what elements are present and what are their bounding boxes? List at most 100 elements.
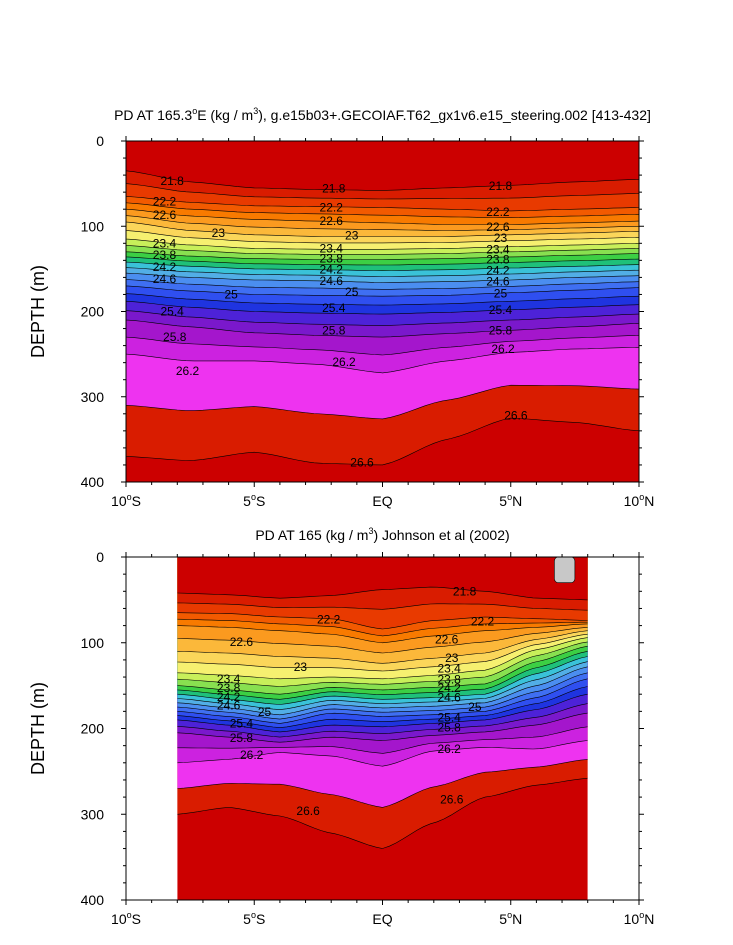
- contour-label: 26.2: [438, 742, 462, 756]
- contour-line: [126, 256, 639, 266]
- contour-line: [177, 666, 588, 716]
- contour-label: 23.8: [217, 681, 241, 695]
- contour-label: 26.2: [240, 748, 264, 762]
- contour-label: 24.6: [217, 698, 241, 712]
- contour-line: [126, 230, 639, 244]
- density-band: [126, 141, 639, 191]
- contour-line: [126, 279, 639, 290]
- contour-line: [126, 310, 639, 326]
- chart-title: PD AT 165.3oE (kg / m3), g.e15b03+.GECOI…: [114, 106, 651, 123]
- contour-line: [177, 759, 588, 808]
- y-tick-label: 0: [96, 549, 104, 565]
- contour-line: [177, 777, 588, 849]
- contour-label: 23: [212, 226, 226, 240]
- contour-label: 25.4: [489, 303, 513, 317]
- contour-label: 24.6: [153, 272, 177, 286]
- contour-label: 23.4: [320, 241, 344, 255]
- contour-line: [177, 661, 588, 710]
- contour-line: [126, 272, 639, 283]
- contour-label: 22.6: [230, 635, 254, 649]
- contour-line: [126, 196, 639, 212]
- contour-label: 23.4: [486, 242, 510, 256]
- contour-field: 21.822.222.62323.423.824.224.62525.425.8…: [126, 141, 639, 482]
- contour-label: 25.8: [163, 330, 187, 344]
- y-tick-label: 200: [81, 304, 105, 320]
- contour-label: 22.6: [320, 214, 344, 228]
- y-tick-label: 400: [81, 474, 105, 490]
- y-tick-label: 400: [81, 892, 105, 908]
- contour-label: 24.6: [438, 691, 462, 705]
- contour-label: 25: [345, 285, 359, 299]
- contour-label: 22.2: [153, 195, 177, 209]
- y-tick-label: 100: [81, 218, 105, 234]
- contour-line: [177, 630, 588, 664]
- contour-label: 23.8: [153, 248, 177, 262]
- contour-line: [177, 678, 588, 724]
- contour-line: [126, 202, 639, 219]
- contour-line: [177, 693, 588, 733]
- top-contour-panel: 21.822.222.62323.423.824.224.62525.425.8…: [28, 106, 654, 509]
- contour-label: 23.4: [438, 661, 462, 675]
- contour-line: [126, 285, 639, 297]
- y-tick-label: 100: [81, 635, 105, 651]
- contour-line: [177, 586, 588, 601]
- contour-line: [177, 633, 588, 672]
- contour-line: [126, 183, 639, 200]
- contour-line: [177, 637, 588, 680]
- contour-line: [177, 612, 588, 630]
- x-tick-label: 5oS: [243, 910, 265, 927]
- x-tick-label: 10oN: [624, 910, 655, 927]
- x-tick-label: 5oS: [243, 492, 265, 509]
- contour-line: [126, 170, 639, 191]
- y-axis-label: DEPTH (m): [28, 682, 48, 775]
- contour-line: [177, 740, 588, 767]
- contour-label: 25.8: [489, 323, 513, 337]
- contour-label: 26.6: [504, 409, 528, 423]
- contour-line: [126, 261, 639, 271]
- contour-label: 25.4: [160, 305, 184, 319]
- contour-label: 26.2: [332, 355, 356, 369]
- contour-line: [126, 215, 639, 231]
- contour-label: 25.8: [438, 721, 462, 735]
- contour-label: 22.6: [486, 220, 510, 234]
- contour-line: [177, 623, 588, 644]
- contour-line: [126, 347, 639, 374]
- contour-line: [126, 267, 639, 277]
- contour-line: [177, 686, 588, 728]
- missing-data-patch: [554, 557, 576, 584]
- contour-label: 21.8: [489, 179, 513, 193]
- y-tick-label: 0: [96, 133, 104, 149]
- contour-label: 24.2: [320, 263, 344, 277]
- contour-line: [177, 627, 588, 654]
- contour-label: 23.8: [486, 252, 510, 266]
- contour-line: [177, 618, 588, 637]
- contour-line: [177, 641, 588, 687]
- contour-line: [126, 245, 639, 255]
- contour-label: 23.4: [153, 236, 177, 250]
- y-tick-label: 200: [81, 721, 105, 737]
- contour-line: [177, 672, 588, 720]
- contour-label: 23: [294, 660, 308, 674]
- contour-line: [177, 703, 588, 738]
- contour-line: [126, 208, 639, 225]
- y-axis-label: DEPTH (m): [28, 265, 48, 358]
- contour-label: 25.8: [230, 731, 254, 745]
- contour-label: 23.8: [438, 673, 462, 687]
- chart-title: PD AT 165 (kg / m3) Johnson et al (2002): [255, 526, 509, 543]
- contour-label: 22.6: [435, 632, 459, 646]
- x-tick-label: 10oS: [111, 492, 141, 509]
- contour-label: 24.2: [153, 260, 177, 274]
- contour-label: 23.8: [320, 252, 344, 266]
- x-tick-label: EQ: [372, 911, 392, 927]
- contour-line: [126, 319, 639, 338]
- contour-label: 25.8: [322, 323, 346, 337]
- contour-label: 23: [445, 651, 459, 665]
- contour-line: [126, 335, 639, 356]
- contour-label: 22.2: [471, 614, 495, 628]
- x-tick-label: 5oN: [499, 910, 522, 927]
- contour-label: 26.6: [296, 804, 320, 818]
- x-tick-label: 5oN: [499, 492, 522, 509]
